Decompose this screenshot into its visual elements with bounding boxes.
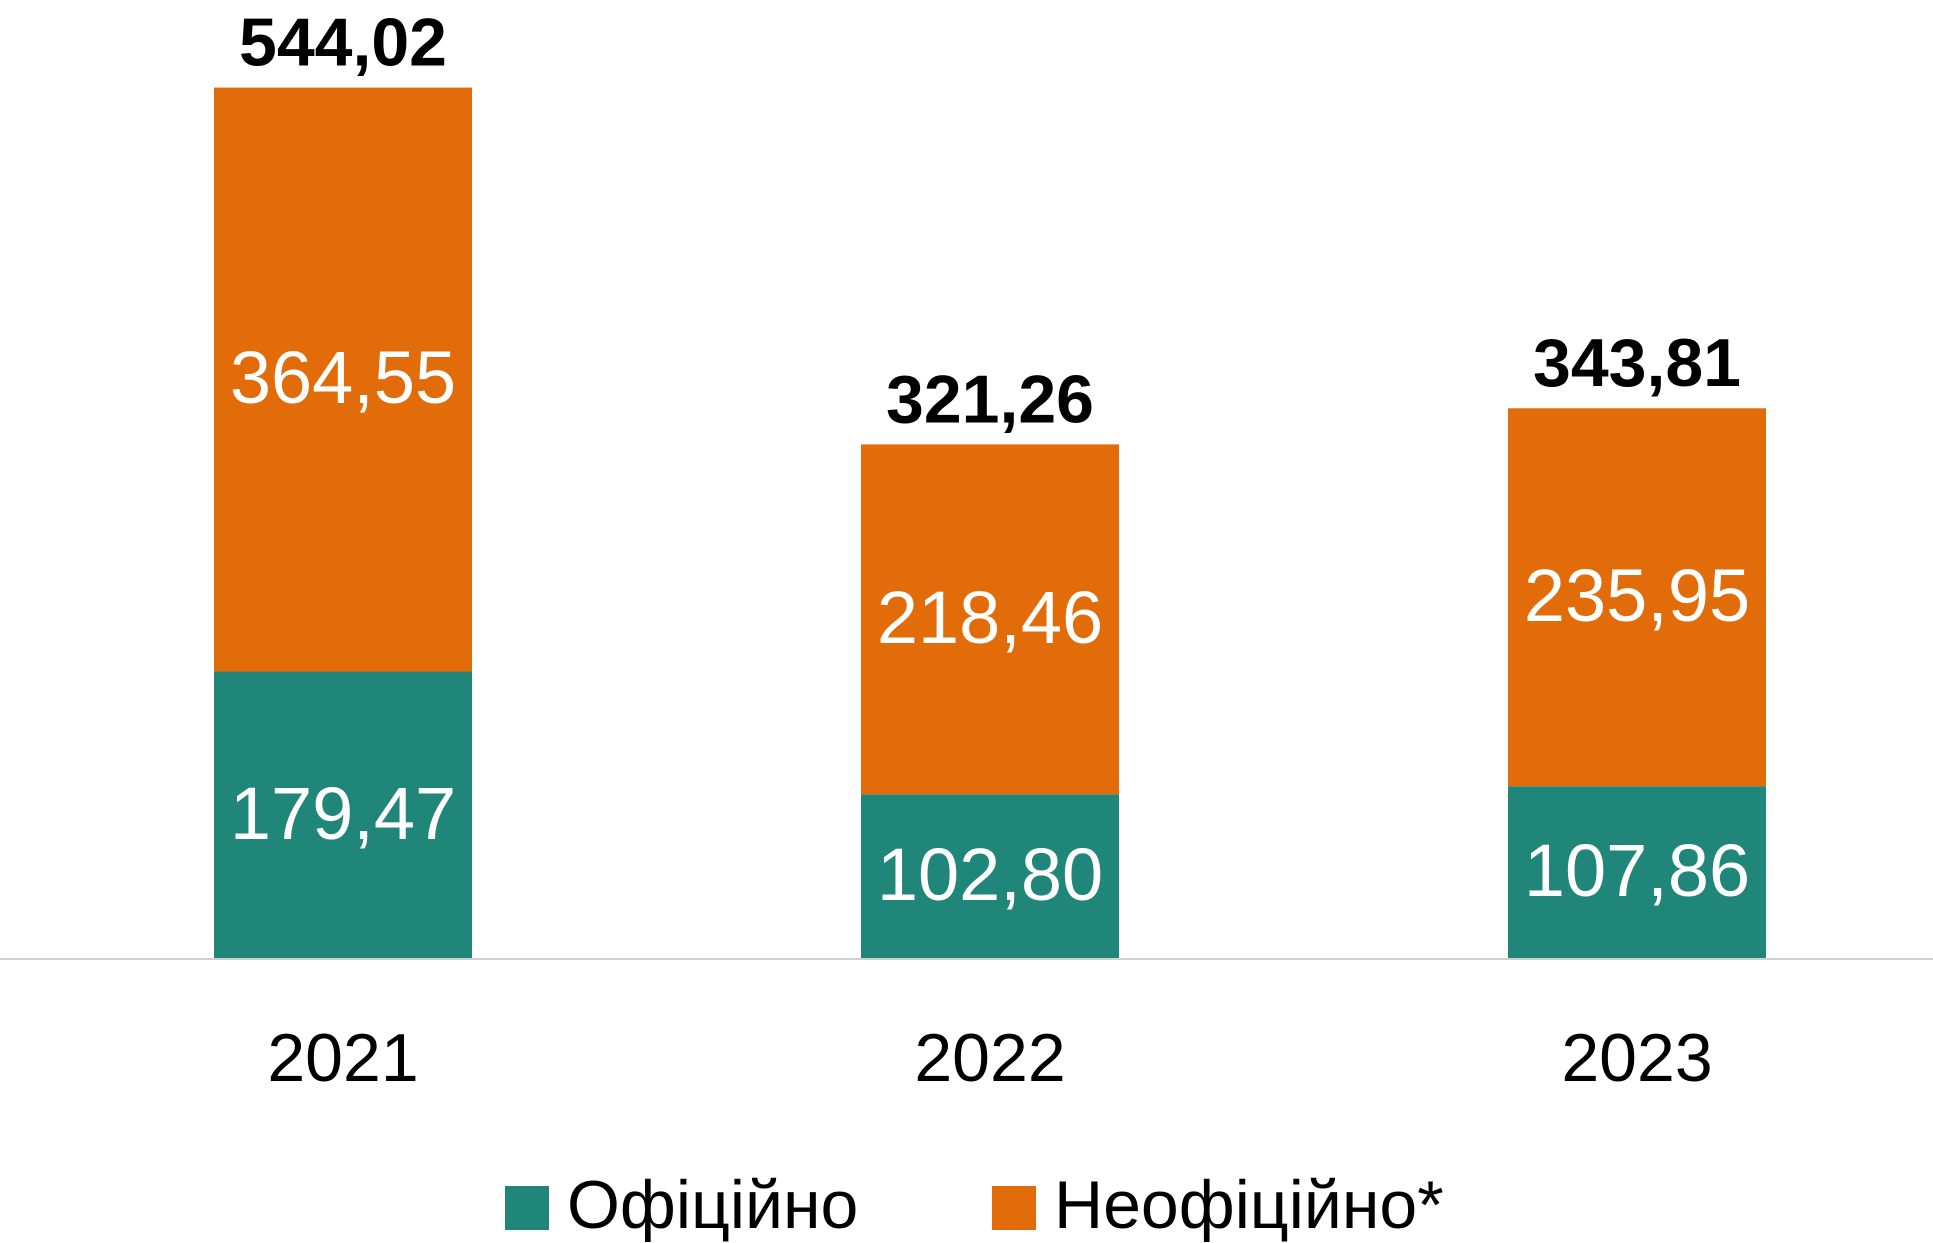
data-label: 102,80: [877, 833, 1103, 916]
total-label: 544,02: [239, 5, 447, 81]
x-tick-label: 2023: [1561, 1020, 1712, 1096]
x-tick-label: 2021: [267, 1020, 418, 1096]
legend-label: Неофіційно*: [1054, 1167, 1444, 1243]
data-label: 235,95: [1524, 554, 1750, 637]
data-label: 107,86: [1524, 829, 1750, 912]
data-label: 218,46: [877, 576, 1103, 659]
x-tick-label: 2022: [914, 1020, 1065, 1096]
total-label: 321,26: [886, 361, 1094, 437]
total-label: 343,81: [1533, 325, 1741, 401]
legend-swatch: [992, 1186, 1036, 1230]
data-label: 364,55: [230, 336, 456, 419]
bar-segment: [1508, 786, 1766, 959]
legend-swatch: [505, 1186, 549, 1230]
bar-segment: [1508, 408, 1766, 787]
bar-segment: [861, 794, 1119, 959]
data-label: 179,47: [230, 772, 456, 855]
bar-segment: [214, 87, 472, 672]
bar-segment: [861, 444, 1119, 795]
bar-segment: [214, 671, 472, 959]
legend-label: Офіційно: [567, 1167, 858, 1243]
